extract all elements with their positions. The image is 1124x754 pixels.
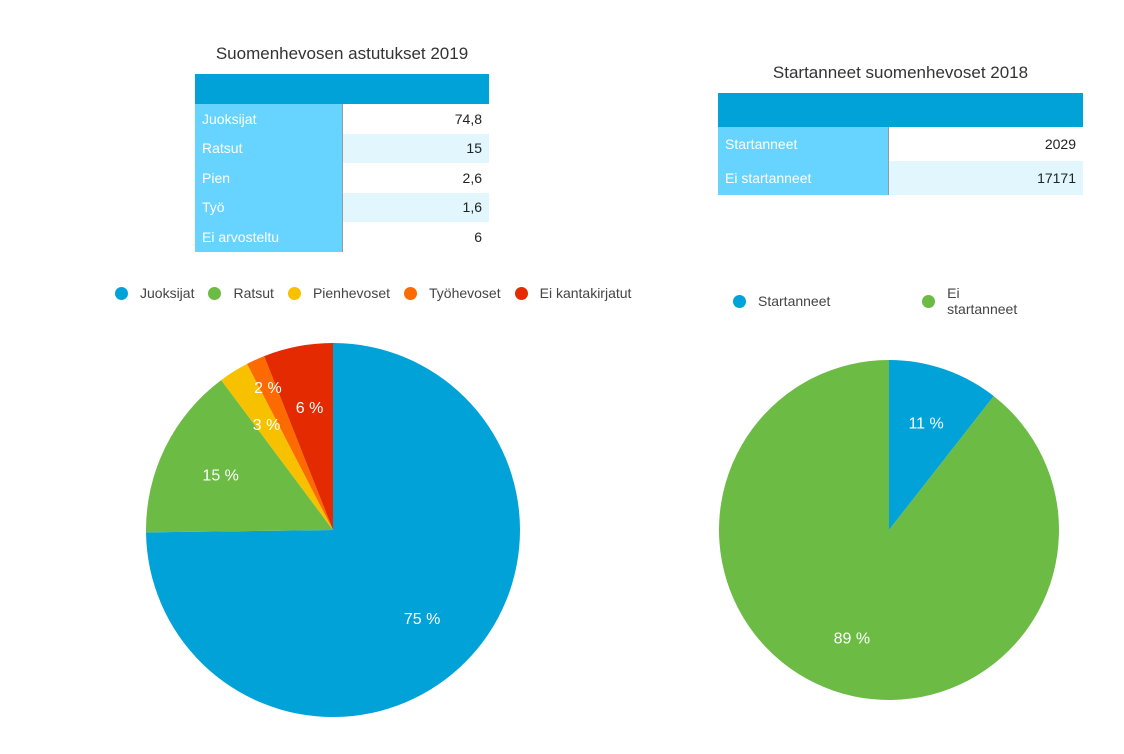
pie-slice-ei-startanneet	[718, 360, 1059, 701]
legend-swatch	[922, 294, 936, 308]
legend-right: Startanneet Ei startanneet	[733, 285, 1124, 317]
legend-swatch	[287, 286, 301, 300]
row-value: 17171	[888, 161, 1083, 195]
row-label: Ei startanneet	[718, 161, 889, 195]
table-startanneet: Startanneet 2029 Ei startanneet 17171	[718, 93, 1083, 195]
legend-label: Ei kantakirjatut	[539, 285, 632, 301]
legend-swatch	[514, 286, 528, 300]
table-header	[718, 93, 1083, 127]
table-title-astutukset: Suomenhevosen astutukset 2019	[215, 44, 469, 63]
legend-item: Ei kantakirjatut	[514, 285, 632, 301]
legend-item: Ratsut	[208, 285, 274, 301]
legend-swatch	[208, 286, 222, 300]
table-row: Ei arvosteltu 6	[195, 222, 489, 252]
row-value: 74,8	[454, 110, 482, 127]
legend-label: Ei startanneet	[947, 285, 1018, 317]
table-row: Ratsut 15	[195, 133, 489, 163]
table-row: Startanneet 2029	[718, 127, 1083, 161]
pie-data-label: 3 %	[253, 417, 281, 434]
table-row: Juoksijat 74,8	[195, 104, 489, 134]
pie-slice-ratsut	[146, 380, 333, 533]
legend-swatch	[404, 286, 417, 300]
row-value: 2029	[1044, 136, 1076, 152]
table-row: Ei startanneet 17171	[718, 161, 1083, 195]
legend-label: Ratsut	[233, 285, 274, 301]
legend-item: Pienhevoset	[287, 285, 390, 301]
row-value: 15	[342, 133, 489, 163]
legend-item: Juoksijat	[115, 285, 194, 301]
pie-data-label: 89 %	[834, 631, 870, 648]
pie-slice-pienhevoset	[221, 363, 333, 530]
row-label: Ei arvosteltu	[195, 222, 343, 252]
pie-slice-juoksijat	[146, 343, 520, 718]
pie-data-label: 11 %	[908, 415, 943, 432]
pie-data-label: 15 %	[202, 468, 238, 485]
table-header	[195, 74, 489, 104]
legend-swatch	[115, 286, 128, 300]
legend-item: Ei startanneet	[922, 285, 1032, 317]
legend-swatch	[733, 294, 746, 308]
row-value: 6	[474, 228, 482, 245]
legend-left: Juoksijat Ratsut Pienhevoset Työhevoset Ei k…	[115, 285, 645, 301]
legend-item: Startanneet	[733, 293, 830, 309]
legend-item: Työhevoset	[404, 285, 501, 301]
legend-label: Työhevoset	[429, 285, 501, 301]
row-label: Työ	[195, 192, 343, 222]
row-value: 2,6	[462, 169, 482, 186]
row-label: Juoksijat	[195, 104, 343, 134]
pie-slice-ei-kantakirjatut	[264, 343, 333, 530]
row-label: Ratsut	[195, 133, 343, 163]
pie-slice-startanneet	[889, 360, 994, 530]
legend-label: Startanneet	[758, 293, 831, 309]
pie-data-label: 2 %	[254, 380, 282, 397]
table-row: Työ 1,6	[195, 192, 489, 222]
table-title-startanneet: Startanneet suomenhevoset 2018	[772, 63, 1029, 82]
row-label: Pien	[195, 163, 343, 193]
row-label: Startanneet	[718, 127, 889, 161]
table-row: Pien 2,6	[195, 163, 489, 193]
pie-data-label: 6 %	[296, 400, 324, 417]
row-value: 1,6	[342, 192, 489, 222]
pie-slice-työhevoset	[247, 356, 333, 530]
legend-label: Pienhevoset	[312, 285, 390, 301]
legend-label: Juoksijat	[140, 285, 195, 301]
table-astutukset: Juoksijat 74,8 Ratsut 15 Pien 2,6 Työ 1,6 Ei arv…	[195, 74, 489, 252]
pie-data-label: 75 %	[404, 611, 440, 628]
